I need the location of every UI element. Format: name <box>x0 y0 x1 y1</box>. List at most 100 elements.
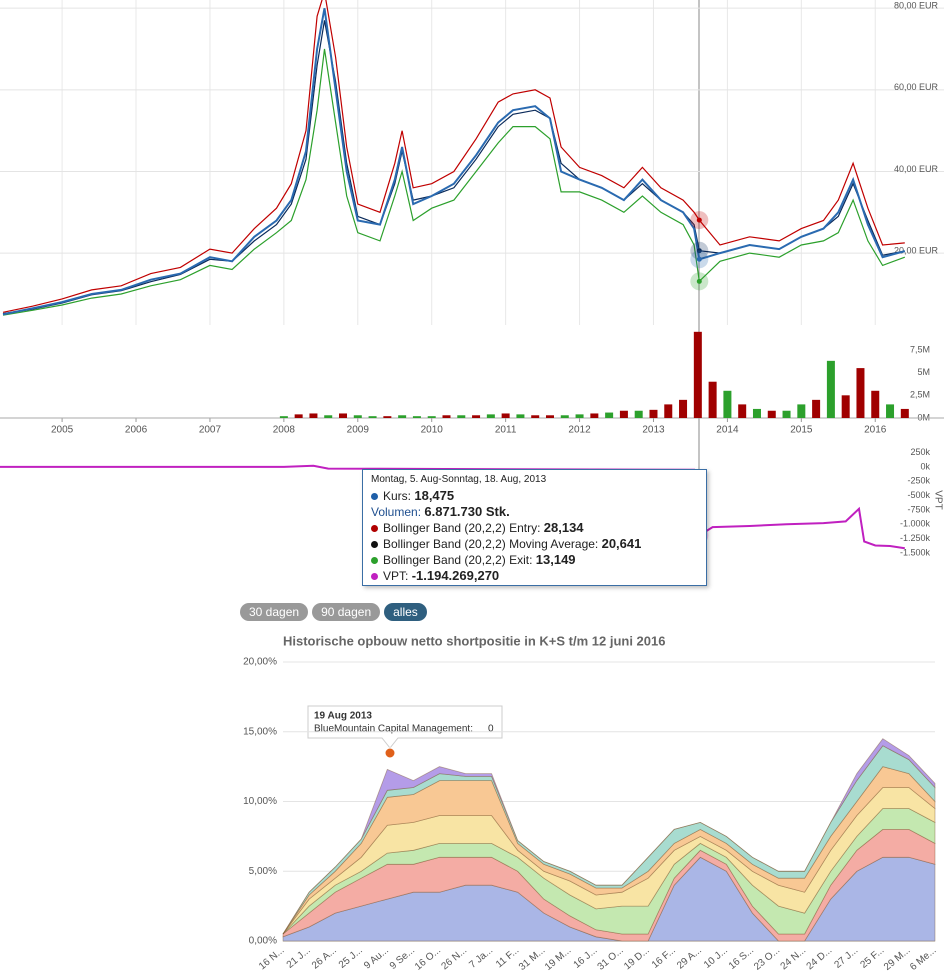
bar <box>427 416 436 418</box>
bar <box>545 415 554 418</box>
tooltip-row: Volumen: 6.871.730 Stk. <box>371 504 698 520</box>
x-tick-label: 25 F... <box>859 945 887 971</box>
y-tick-label: 0,00% <box>249 936 277 947</box>
line <box>0 464 905 550</box>
x-tick-label: 24 N... <box>779 945 809 972</box>
bar <box>383 416 392 418</box>
bar <box>797 404 806 418</box>
x-tick-label: 2012 <box>568 425 591 436</box>
range-button[interactable]: alles <box>384 603 427 621</box>
tooltip-date: Montag, 5. Aug-Sonntag, 18. Aug, 2013 <box>371 474 547 485</box>
panel: 250k 0k -250k -500k -750k -1.000k -1.250k -1.50… <box>0 447 930 557</box>
bar <box>723 390 732 418</box>
bar <box>871 390 880 418</box>
x-tick-label: 2008 <box>273 425 296 436</box>
bar <box>368 416 377 418</box>
x-tick-label: 2009 <box>347 425 370 436</box>
bar <box>575 414 584 418</box>
x-tick-label: 21 J... <box>285 945 313 971</box>
area <box>282 745 936 935</box>
legend-dot <box>371 541 378 548</box>
panel: 2005 2006 2007 2008 2009 2010 2011 2012 2013 2014… <box>0 331 944 436</box>
range-button[interactable]: 30 dagen <box>240 603 309 621</box>
bar <box>664 404 673 418</box>
bar <box>767 410 776 418</box>
bar <box>900 408 909 418</box>
x-tick-label: 24 D... <box>805 945 835 972</box>
x-tick-label: 25 J... <box>337 945 365 971</box>
tooltip-series: BlueMountain Capital Management: <box>314 724 473 735</box>
bar <box>826 360 835 418</box>
bar <box>472 415 481 418</box>
legend-dot <box>371 525 378 532</box>
y-tick-label: 0k <box>920 461 930 471</box>
y-tick-label: 7,5M <box>910 344 930 354</box>
y-tick-label: 5,00% <box>249 866 277 877</box>
y-tick-label: 20,00% <box>243 657 277 668</box>
bar <box>457 415 466 418</box>
x-tick-label: 6 Me... <box>908 945 938 972</box>
x-tick-label: 16 N... <box>257 945 287 972</box>
tooltip-value: 28,134 <box>543 520 584 535</box>
x-tick-label: 10 J... <box>702 945 730 971</box>
tooltip-row: Bollinger Band (20,2,2) Moving Average: … <box>371 536 698 552</box>
x-tick-label: 26 N... <box>440 945 470 972</box>
axis-title: VPT <box>932 490 943 509</box>
legend-dot <box>371 573 378 580</box>
bar <box>590 413 599 418</box>
bar <box>886 404 895 418</box>
hover-marker <box>384 747 396 759</box>
x-tick-label: 2006 <box>125 425 148 436</box>
tooltip: Montag, 5. Aug-Sonntag, 18. Aug, 2013 Ku… <box>362 469 707 586</box>
panel: 20,00 EUR 40,00 EUR 60,00 EUR 80,00 EUR <box>0 0 944 325</box>
x-tick-label: 11 F... <box>494 945 521 970</box>
tooltip-value: 6.871.730 Stk. <box>424 504 510 519</box>
bar <box>634 410 643 418</box>
area <box>282 738 936 935</box>
y-tick-label: -1.250k <box>900 533 931 543</box>
line <box>2 20 905 315</box>
bar <box>752 408 761 418</box>
x-tick-label: 19 M... <box>543 945 573 972</box>
tooltip-value: 20,641 <box>601 536 642 551</box>
hover-point <box>696 278 702 284</box>
area <box>282 787 936 935</box>
tooltip-row: Bollinger Band (20,2,2) Exit: 13,149 <box>371 552 698 568</box>
bar <box>856 368 865 418</box>
bar <box>782 410 791 418</box>
x-tick-label: 2015 <box>790 425 813 436</box>
hover-point <box>696 217 702 223</box>
y-tick-label: -1.500k <box>900 547 931 557</box>
line <box>2 48 906 316</box>
tooltip-row: Bollinger Band (20,2,2) Entry: 28,134 <box>371 520 698 536</box>
x-tick-label: 9 Au... <box>362 945 391 972</box>
y-tick-label: -500k <box>907 490 930 500</box>
tooltip-row: VPT: -1.194.269,270 <box>371 568 698 584</box>
x-tick-label: 26 A... <box>310 945 339 972</box>
tooltip-label: Volumen: <box>371 505 422 519</box>
x-tick-label: 27 J... <box>832 945 860 971</box>
legend-dot <box>371 557 378 564</box>
y-tick-label: 0M <box>917 412 930 422</box>
y-tick-label: 2,5M <box>910 390 930 400</box>
legend-dot <box>371 493 378 500</box>
range-buttons: 30 dagen 90 dagen alles <box>240 603 427 621</box>
bar <box>442 415 451 418</box>
x-tick-label: 16 S... <box>727 945 756 972</box>
bar <box>619 410 628 418</box>
line <box>2 8 906 316</box>
bar <box>605 412 614 418</box>
tooltip-value: 0 <box>488 724 494 735</box>
bar <box>486 414 495 418</box>
bar <box>309 413 318 418</box>
x-tick-label: 2016 <box>864 425 887 436</box>
x-tick-label: 31 O... <box>596 945 626 972</box>
x-tick-label: 19 D... <box>622 945 652 972</box>
tooltip-value: 18,475 <box>414 488 455 503</box>
bar <box>679 399 688 418</box>
tooltip-date: 19 Aug 2013 <box>314 711 372 722</box>
bar <box>339 413 348 418</box>
tooltip-row: Kurs: 18,475 <box>371 488 698 504</box>
range-button[interactable]: 90 dagen <box>312 603 381 621</box>
